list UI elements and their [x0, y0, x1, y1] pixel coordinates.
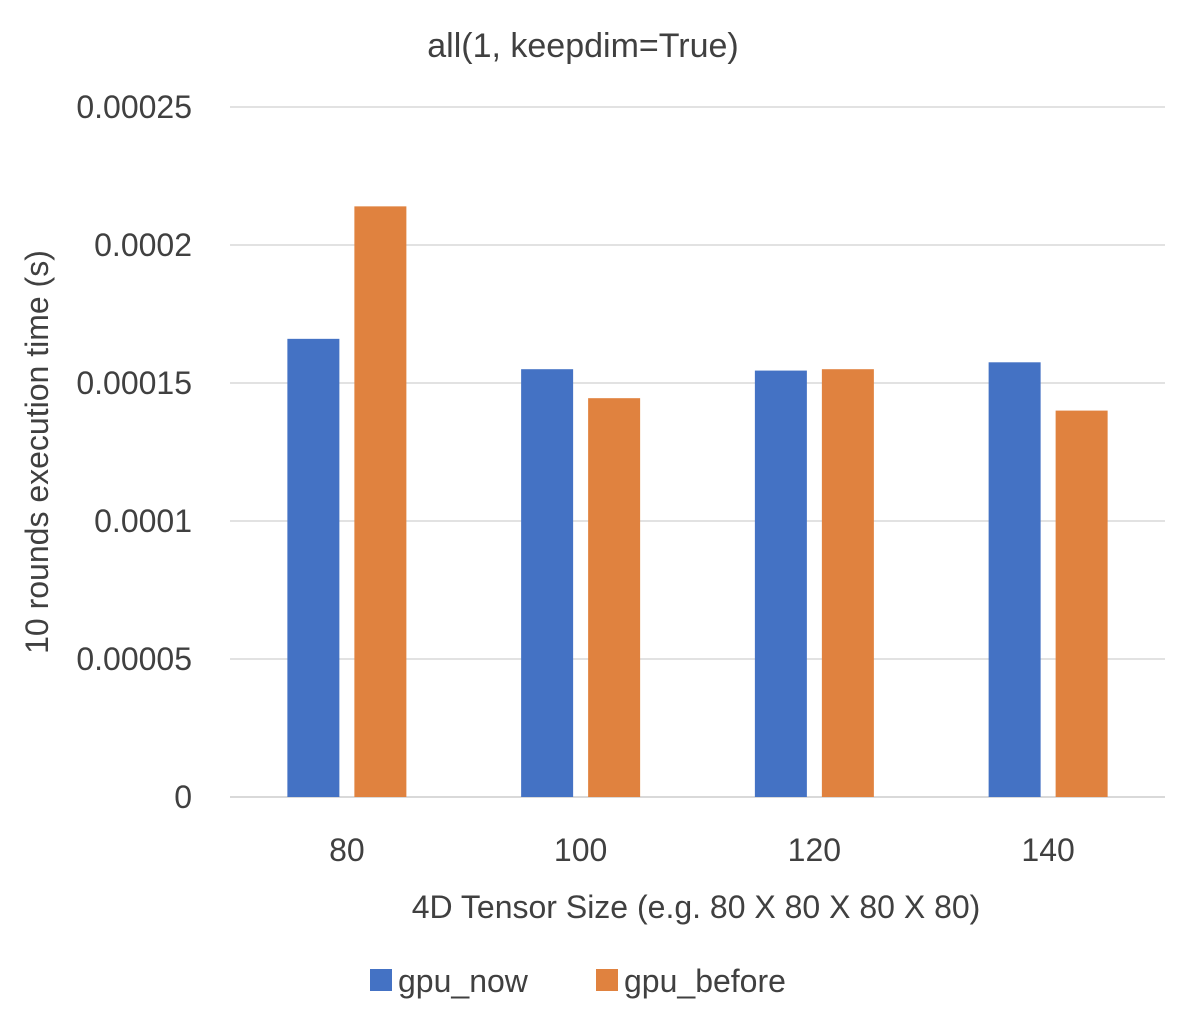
bar-gpu_before-120: [821, 369, 874, 797]
y-tick-label: 0.0001: [94, 503, 192, 539]
bar-gpu_now-120: [754, 370, 807, 797]
y-tick-label: 0.00005: [76, 641, 192, 677]
legend-label-gpu_now: gpu_now: [398, 963, 529, 999]
bar-gpu_now-80: [287, 338, 340, 797]
bar-gpu_now-100: [521, 369, 574, 797]
bar-gpu_before-100: [588, 398, 641, 797]
y-tick-label: 0.0002: [94, 227, 192, 263]
bars: [287, 206, 1108, 798]
x-tick-label: 100: [554, 832, 607, 868]
bar-gpu_now-140: [988, 362, 1041, 797]
y-tick-label: 0.00015: [76, 365, 192, 401]
x-tick-label: 140: [1021, 832, 1074, 868]
bar-gpu_before-80: [354, 206, 407, 798]
legend-swatch-gpu_before: [596, 969, 618, 991]
x-axis-label: 4D Tensor Size (e.g. 80 X 80 X 80 X 80): [412, 889, 981, 925]
legend-swatch-gpu_now: [370, 969, 392, 991]
x-tick-label: 120: [788, 832, 841, 868]
x-tick-label: 80: [329, 832, 365, 868]
legend-label-gpu_before: gpu_before: [624, 963, 786, 999]
y-tick-label: 0: [174, 779, 192, 815]
chart-title: all(1, keepdim=True): [427, 27, 738, 65]
y-axis-label: 10 rounds execution time (s): [19, 250, 55, 654]
y-axis-tick-labels: 0 0.00005 0.0001 0.00015 0.0002 0.00025: [76, 89, 192, 815]
x-axis-tick-labels: 80 100 120 140: [329, 832, 1075, 868]
legend: gpu_now gpu_before: [370, 963, 786, 999]
y-tick-label: 0.00025: [76, 89, 192, 125]
bar-gpu_before-140: [1055, 410, 1108, 797]
